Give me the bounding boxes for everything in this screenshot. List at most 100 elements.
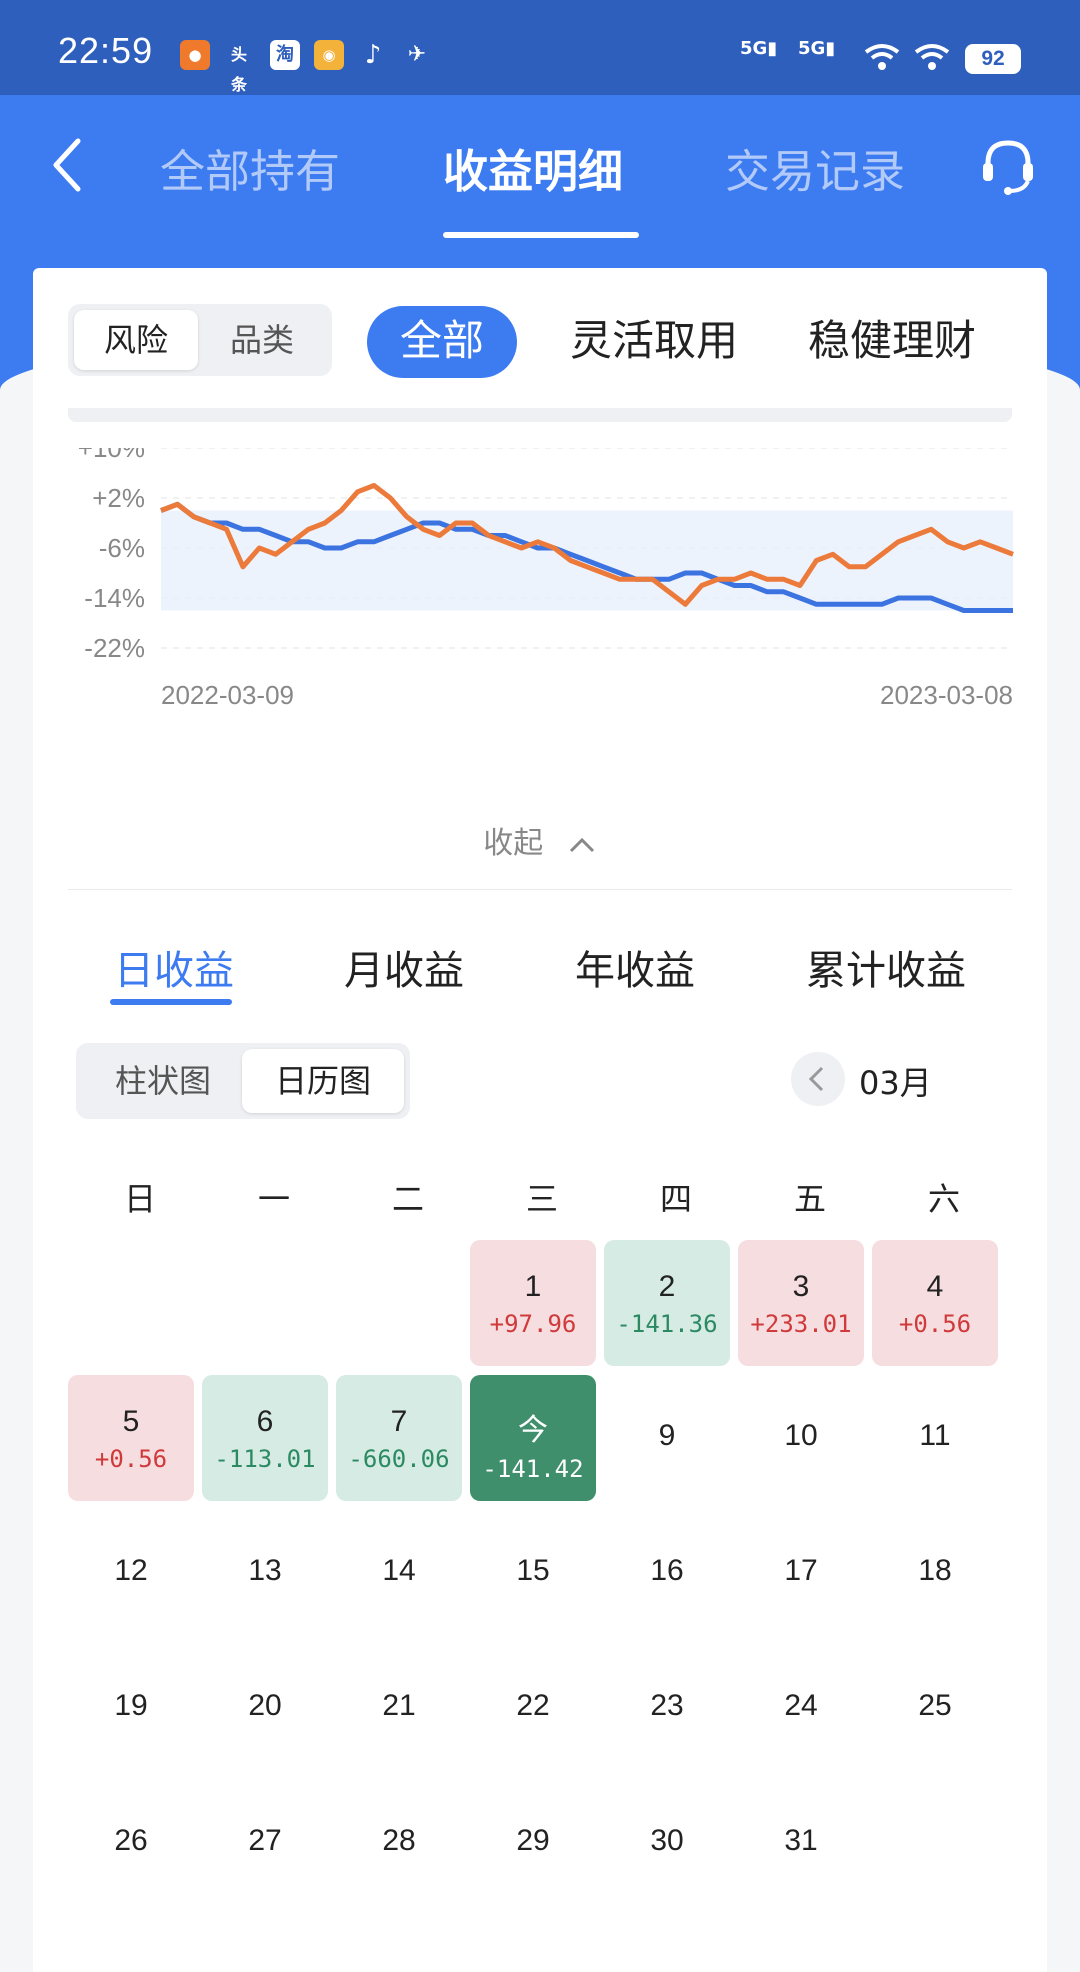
day-number: 5 [122, 1405, 140, 1438]
signal-5g-2-icon: 5G▮ [798, 38, 836, 59]
day-number: 2 [658, 1270, 676, 1303]
toggle-calendar[interactable]: 日历图 [242, 1049, 404, 1113]
day-number: 13 [248, 1554, 282, 1587]
calendar-day[interactable]: 5 +0.56 [68, 1375, 194, 1501]
day-profit: -113.01 [214, 1445, 316, 1473]
day-profit: -141.42 [482, 1455, 584, 1483]
calendar-day[interactable]: 27 [202, 1780, 328, 1906]
weekday-label: 四 [659, 1180, 692, 1218]
day-number: 23 [650, 1689, 684, 1722]
chart-view-toggle: 柱状图 日历图 [76, 1043, 410, 1119]
chevron-up-icon [569, 837, 594, 852]
calendar-day[interactable]: 21 [336, 1645, 462, 1771]
tab-active-indicator [443, 232, 639, 238]
calendar-day[interactable]: 4 +0.56 [872, 1240, 998, 1366]
wifi-icon [914, 44, 950, 70]
calendar-day[interactable]: 9 [604, 1375, 730, 1501]
day-number: 15 [516, 1554, 550, 1587]
day-number: 9 [658, 1419, 676, 1452]
day-profit: +97.96 [489, 1310, 577, 1338]
day-number: 4 [926, 1270, 944, 1303]
toggle-bar-chart[interactable]: 柱状图 [114, 1062, 211, 1100]
customer-service-icon[interactable] [978, 135, 1038, 197]
prev-month-button[interactable] [791, 1052, 845, 1106]
day-number: 11 [919, 1419, 951, 1452]
day-number: 今 [518, 1414, 548, 1447]
chip-flexible[interactable]: 灵活取用 [570, 316, 739, 365]
day-number: 17 [784, 1554, 818, 1587]
calendar-day[interactable]: 16 [604, 1510, 730, 1636]
day-number: 12 [114, 1554, 148, 1587]
chip-all[interactable]: 全部 [367, 306, 517, 378]
day-number: 25 [918, 1689, 952, 1722]
calendar-day[interactable]: 12 [68, 1510, 194, 1636]
collapse-button[interactable]: 收起 [33, 818, 1047, 862]
series-line-0 [160, 501, 1013, 613]
calendar-day[interactable]: 17 [738, 1510, 864, 1636]
y-tick-label: +10% [78, 448, 145, 463]
day-profit: -660.06 [348, 1445, 450, 1473]
taobao-icon: 淘 [270, 40, 300, 70]
calendar-day[interactable]: 15 [470, 1510, 596, 1636]
day-profit: +0.56 [898, 1310, 972, 1338]
back-arrow-icon[interactable] [44, 135, 94, 195]
calendar-day-today[interactable]: 今 -141.42 [470, 1375, 596, 1501]
tab-holdings[interactable]: 全部持有 [160, 145, 341, 198]
x-end-label: 2023-03-08 [880, 680, 1013, 710]
day-number: 29 [516, 1824, 550, 1857]
y-tick-label: -22% [84, 633, 145, 663]
day-number: 22 [516, 1689, 550, 1722]
calendar-day[interactable]: 22 [470, 1645, 596, 1771]
calendar-day[interactable]: 13 [202, 1510, 328, 1636]
calendar-day[interactable]: 10 [738, 1375, 864, 1501]
toggle-risk[interactable]: 风险 [74, 310, 198, 370]
month-label: 03月 [859, 1064, 932, 1102]
scroll-fade [68, 408, 1012, 422]
calendar-day[interactable]: 23 [604, 1645, 730, 1771]
calendar-day[interactable]: 2 -141.36 [604, 1240, 730, 1366]
day-number: 6 [256, 1405, 274, 1438]
calendar-day[interactable]: 24 [738, 1645, 864, 1771]
day-number: 24 [784, 1689, 818, 1722]
calendar-day[interactable]: 30 [604, 1780, 730, 1906]
tab-daily-profit[interactable]: 日收益 [114, 948, 234, 994]
calendar-day[interactable]: 31 [738, 1780, 864, 1906]
tab-profit-detail[interactable]: 收益明细 [443, 145, 624, 198]
calendar-day[interactable]: 20 [202, 1645, 328, 1771]
weekday-label: 日 [123, 1180, 156, 1218]
day-number: 31 [784, 1824, 818, 1857]
tab-transactions[interactable]: 交易记录 [725, 145, 906, 198]
chevron-left-icon [808, 1066, 824, 1092]
calendar-day[interactable]: 18 [872, 1510, 998, 1636]
tiktok-icon: ♪ [364, 40, 382, 70]
calendar-day[interactable]: 6 -113.01 [202, 1375, 328, 1501]
divider [68, 889, 1012, 890]
tab-yearly-profit[interactable]: 年收益 [575, 948, 695, 994]
profit-card: 风险 品类 全部 灵活取用 稳健理财 +10% +2% -6% -14% -22% 202… [33, 268, 1047, 1972]
y-tick-label: +2% [92, 483, 145, 513]
calendar-day[interactable]: 3 +233.01 [738, 1240, 864, 1366]
bear-icon: ◉ [314, 40, 344, 70]
weekday-label: 五 [793, 1180, 826, 1218]
calendar-day[interactable]: 28 [336, 1780, 462, 1906]
toutiao-icon: 头条 [230, 45, 247, 94]
tab-cumulative-profit[interactable]: 累计收益 [806, 948, 966, 994]
calendar-day[interactable]: 11 [872, 1375, 998, 1501]
calendar-day[interactable]: 7 -660.06 [336, 1375, 462, 1501]
day-number: 10 [784, 1419, 818, 1452]
day-profit: -141.36 [616, 1310, 718, 1338]
calendar-day[interactable]: 19 [68, 1645, 194, 1771]
calendar-day[interactable]: 14 [336, 1510, 462, 1636]
calendar-day[interactable]: 26 [68, 1780, 194, 1906]
series-line-1 [160, 483, 1014, 607]
day-number: 14 [382, 1554, 416, 1587]
toggle-category[interactable]: 品类 [229, 321, 294, 359]
day-number: 28 [382, 1824, 416, 1857]
calendar-day[interactable]: 1 +97.96 [470, 1240, 596, 1366]
tab-monthly-profit[interactable]: 月收益 [344, 948, 464, 994]
calendar-day[interactable]: 25 [872, 1645, 998, 1771]
weekday-label: 三 [525, 1180, 558, 1218]
calendar-day[interactable]: 29 [470, 1780, 596, 1906]
chip-stable[interactable]: 稳健理财 [808, 316, 977, 365]
period-tab-indicator [110, 999, 232, 1005]
